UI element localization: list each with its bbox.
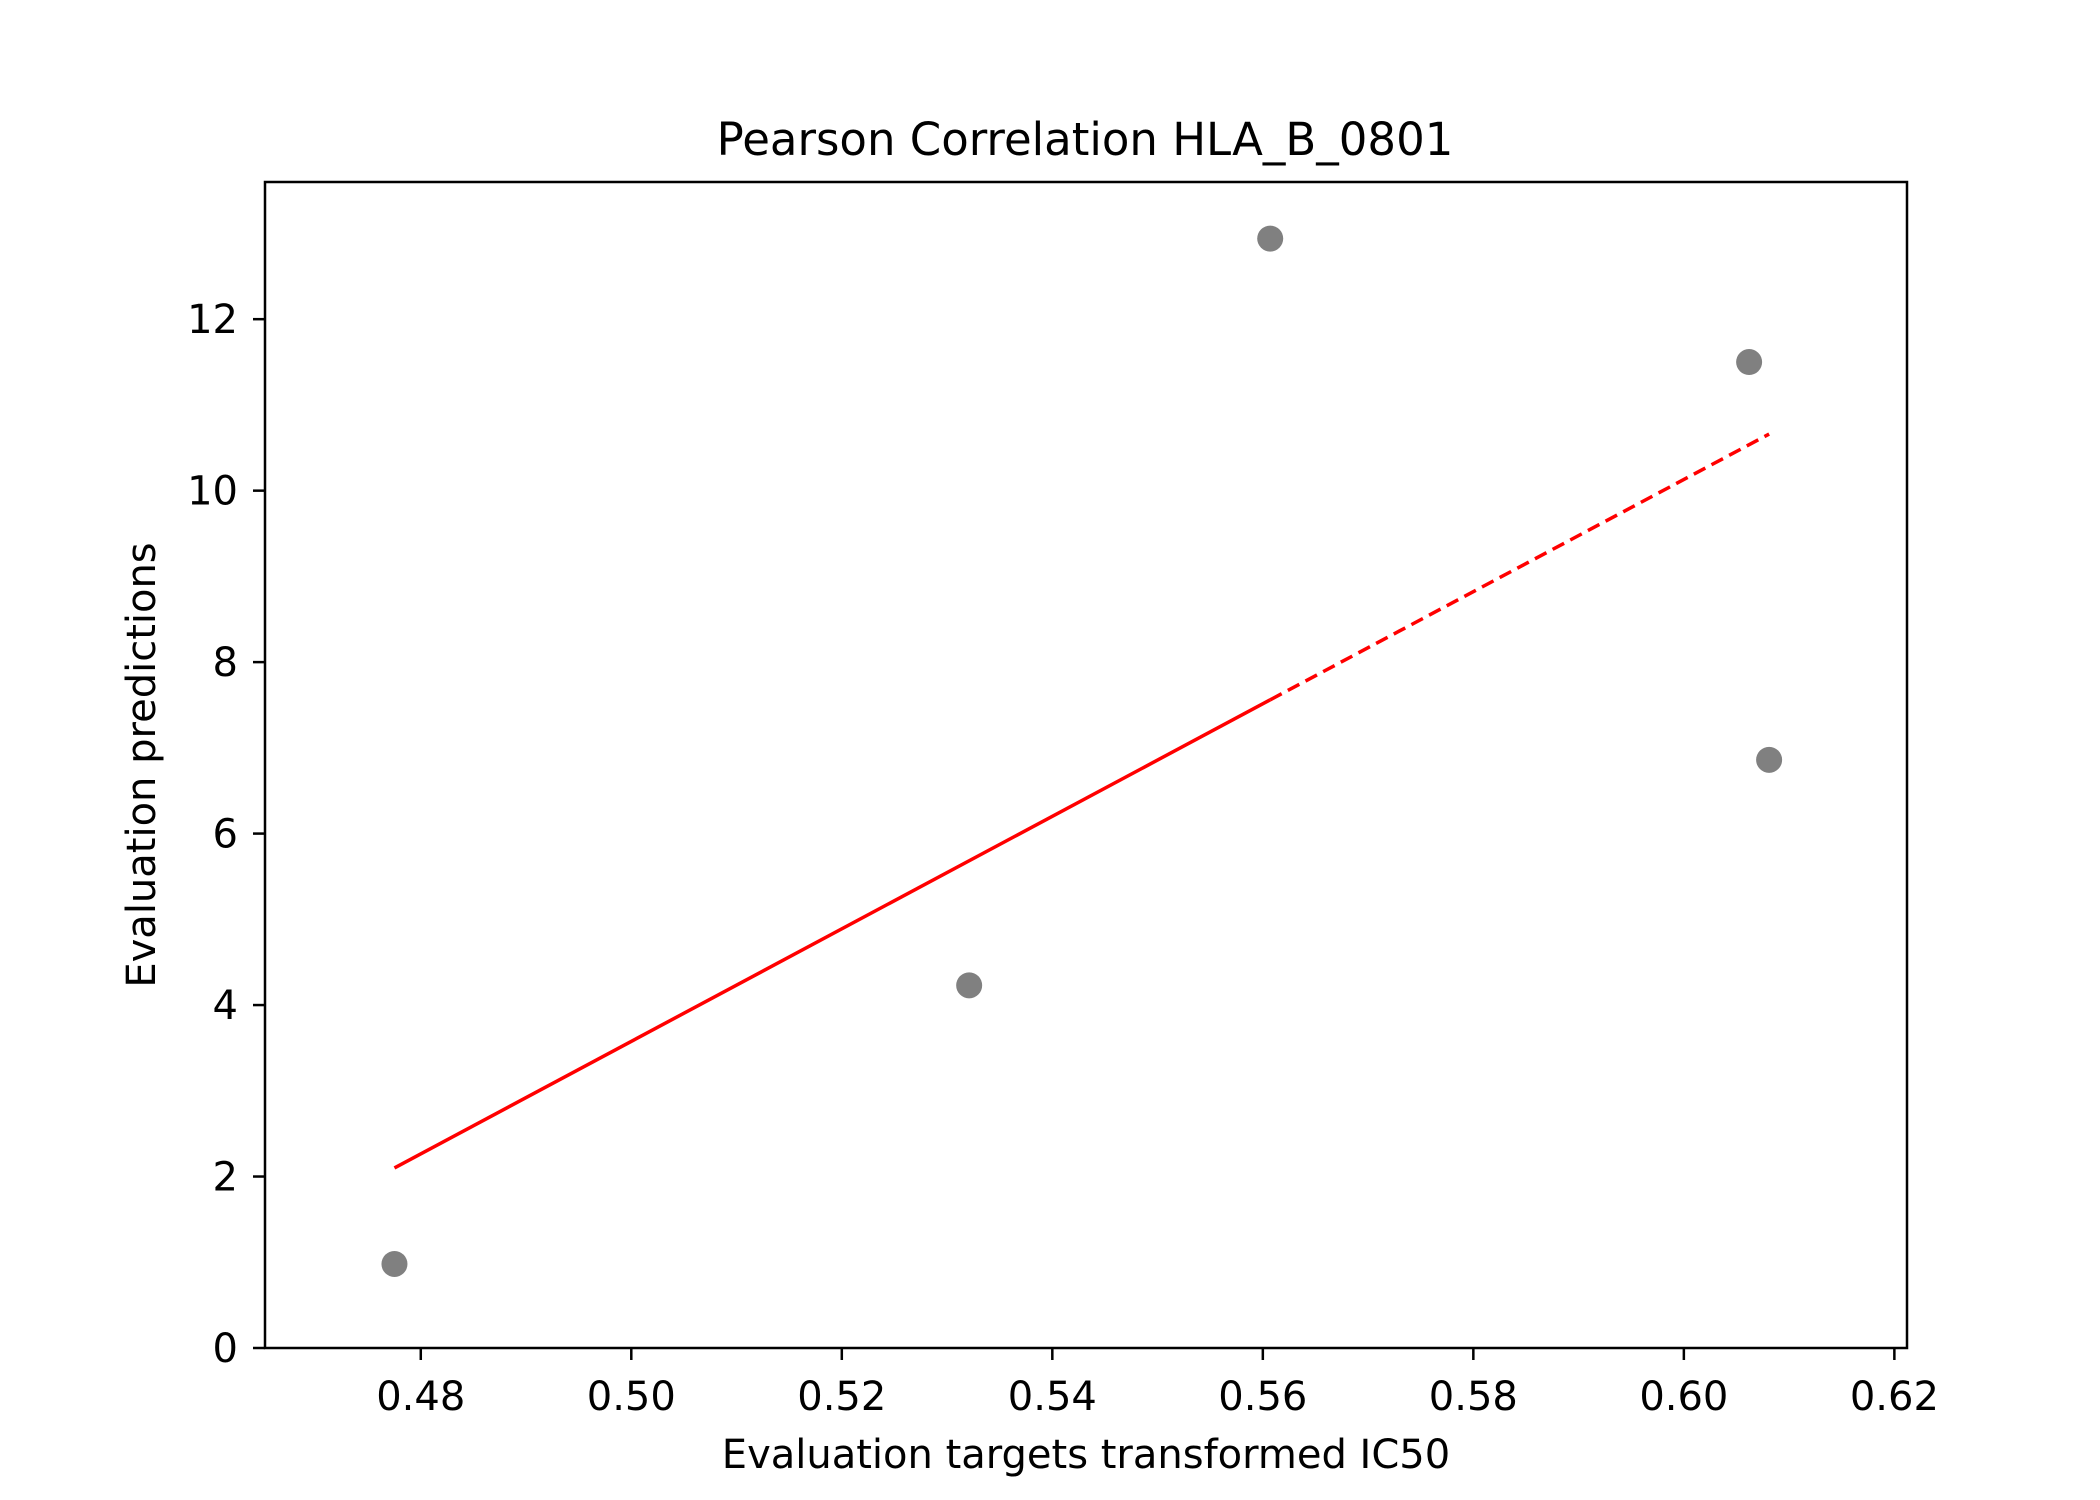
chart-title: Pearson Correlation HLA_B_0801 bbox=[717, 113, 1454, 166]
scatter-point bbox=[1257, 225, 1284, 252]
scatter-point bbox=[1736, 349, 1763, 376]
y-tick-label: 2 bbox=[213, 1155, 238, 1201]
x-tick-label: 0.58 bbox=[1429, 1374, 1518, 1420]
y-axis-ticks: 0 2 4 6 8 10 12 bbox=[187, 297, 265, 1372]
y-axis-label: Evaluation predictions bbox=[119, 542, 165, 987]
plot-area bbox=[381, 225, 1783, 1277]
scatter-point bbox=[956, 972, 983, 999]
x-tick-label: 0.62 bbox=[1850, 1374, 1939, 1420]
y-tick-label: 12 bbox=[187, 297, 238, 343]
x-tick-label: 0.56 bbox=[1218, 1374, 1307, 1420]
x-tick-label: 0.48 bbox=[376, 1374, 465, 1420]
y-tick-label: 10 bbox=[187, 469, 238, 515]
scatter-point bbox=[1756, 746, 1783, 773]
scatter-point bbox=[381, 1250, 408, 1277]
x-tick-label: 0.50 bbox=[587, 1374, 676, 1420]
plot-frame bbox=[263, 180, 1909, 1350]
y-tick-label: 4 bbox=[213, 983, 238, 1029]
x-tick-label: 0.60 bbox=[1639, 1374, 1728, 1420]
y-tick-label: 0 bbox=[213, 1326, 238, 1372]
regression-line-dashed bbox=[1269, 432, 1770, 702]
y-tick-label: 6 bbox=[213, 812, 238, 858]
x-tick-label: 0.52 bbox=[797, 1374, 886, 1420]
regression-line-solid bbox=[393, 698, 1272, 1170]
x-tick-label: 0.54 bbox=[1008, 1374, 1097, 1420]
x-axis-label: Evaluation targets transformed IC50 bbox=[722, 1432, 1450, 1478]
y-tick-label: 8 bbox=[213, 640, 238, 686]
x-axis-ticks: 0.48 0.50 0.52 0.54 0.56 0.58 0.60 0.62 bbox=[376, 1348, 1939, 1420]
